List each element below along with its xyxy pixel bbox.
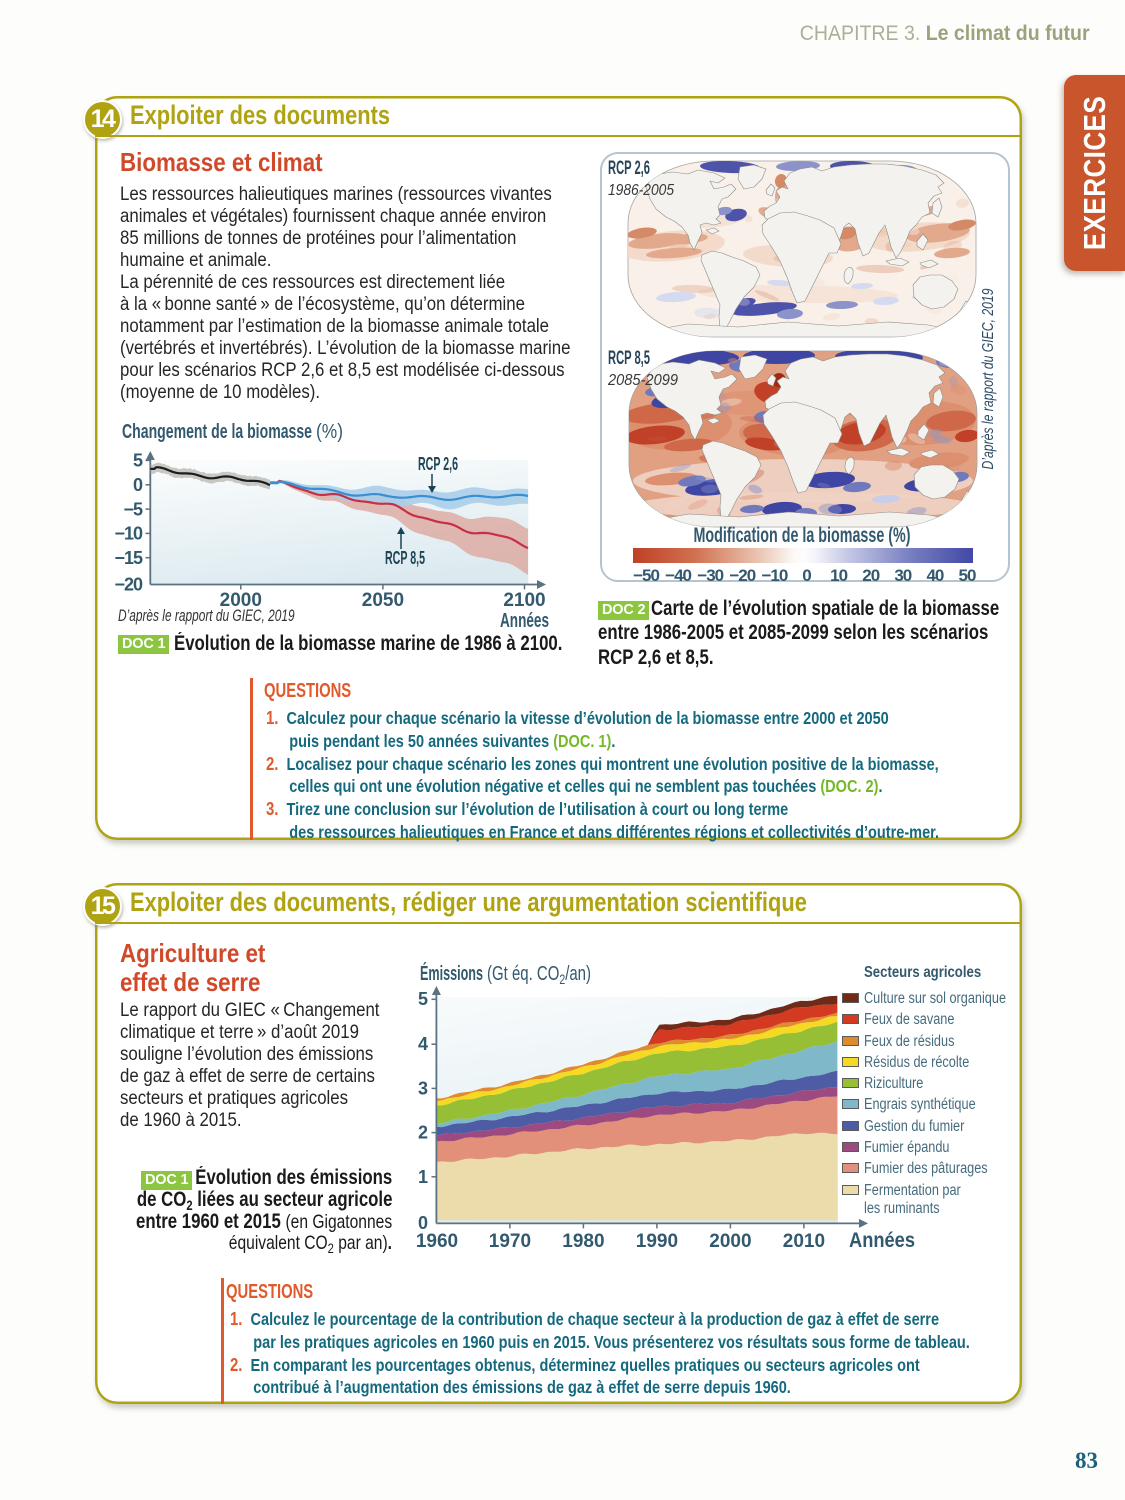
svg-text:5: 5 xyxy=(418,989,428,1009)
svg-text:50: 50 xyxy=(959,566,976,582)
svg-text:Émissions: Émissions xyxy=(420,962,483,985)
svg-text:30: 30 xyxy=(894,566,911,582)
svg-text:−5: −5 xyxy=(123,499,143,519)
svg-text:2050: 2050 xyxy=(362,590,404,611)
svg-text:Modification de la biomasse (%: Modification de la biomasse (%) xyxy=(694,524,911,547)
svg-text:2100: 2100 xyxy=(503,590,545,611)
svg-text:−30: −30 xyxy=(697,566,723,582)
svg-text:−10: −10 xyxy=(761,566,787,582)
svg-text:−15: −15 xyxy=(114,548,143,568)
svg-text:2000: 2000 xyxy=(220,590,262,611)
svg-text:(%): (%) xyxy=(316,421,343,443)
svg-text:5: 5 xyxy=(133,451,143,471)
svg-text:−20: −20 xyxy=(114,575,143,595)
svg-text:(Gt éq. CO2/an): (Gt éq. CO2/an) xyxy=(487,963,591,987)
svg-text:−20: −20 xyxy=(729,566,755,582)
svg-text:1986-2005: 1986-2005 xyxy=(608,182,674,199)
svg-text:40: 40 xyxy=(926,566,943,582)
svg-text:−10: −10 xyxy=(114,524,143,544)
svg-text:1990: 1990 xyxy=(636,1231,678,1252)
svg-text:2000: 2000 xyxy=(709,1231,751,1252)
svg-text:RCP 2,6: RCP 2,6 xyxy=(608,158,650,179)
svg-text:Changement de la biomasse: Changement de la biomasse xyxy=(122,421,312,443)
svg-text:Années: Années xyxy=(500,610,549,632)
svg-text:0: 0 xyxy=(802,566,811,582)
svg-text:D’après le rapport du GIEC, 20: D’après le rapport du GIEC, 2019 xyxy=(980,288,997,469)
svg-text:2: 2 xyxy=(418,1123,428,1143)
svg-text:RCP 2,6: RCP 2,6 xyxy=(418,454,458,474)
svg-text:3: 3 xyxy=(418,1079,428,1099)
svg-text:4: 4 xyxy=(418,1034,428,1054)
svg-text:−40: −40 xyxy=(665,566,691,582)
svg-text:0: 0 xyxy=(133,475,143,495)
svg-text:2085-2099: 2085-2099 xyxy=(607,372,678,389)
svg-text:20: 20 xyxy=(862,566,879,582)
svg-text:1960: 1960 xyxy=(416,1231,458,1252)
svg-text:1: 1 xyxy=(418,1167,428,1187)
svg-text:−50: −50 xyxy=(633,566,659,582)
svg-text:RCP 8,5: RCP 8,5 xyxy=(608,348,650,369)
svg-text:10: 10 xyxy=(830,566,847,582)
svg-text:RCP 8,5: RCP 8,5 xyxy=(385,548,425,568)
svg-text:1970: 1970 xyxy=(489,1231,531,1252)
svg-text:2010: 2010 xyxy=(783,1231,825,1252)
svg-text:1980: 1980 xyxy=(562,1231,604,1252)
svg-text:0: 0 xyxy=(418,1213,428,1233)
svg-text:Années: Années xyxy=(849,1229,915,1252)
